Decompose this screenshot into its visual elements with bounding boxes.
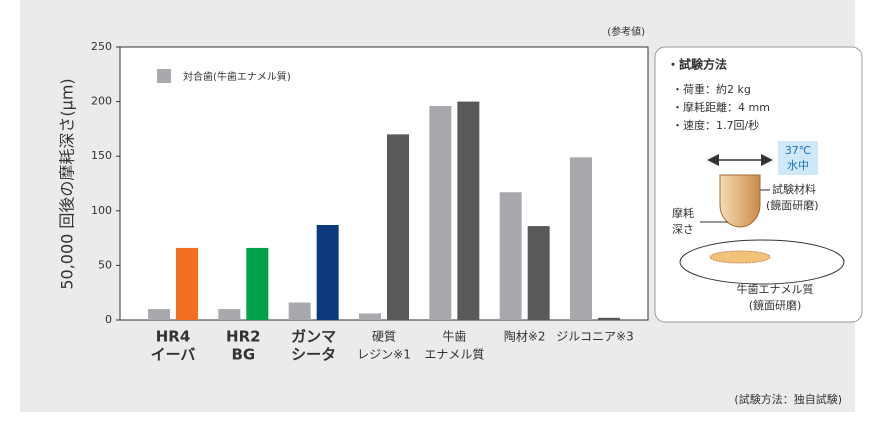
bar xyxy=(218,309,241,320)
footnote: (試験方法：独自試験) xyxy=(734,392,842,406)
bar xyxy=(148,309,170,320)
bar xyxy=(316,224,339,320)
x-tick-label: イーバ xyxy=(151,346,196,364)
bar xyxy=(288,302,311,320)
x-tick-label: シータ xyxy=(291,346,336,364)
test-panel: ・試験方法 ・荷重：約2 kg ・摩耗距離：4 mm ・速度：1.7回/秒 37… xyxy=(654,46,863,323)
x-tick-label: レジン※1 xyxy=(357,348,411,362)
y-tick-label: 250 xyxy=(91,40,112,53)
bar xyxy=(429,105,452,320)
panel-item: ・荷重：約2 kg xyxy=(672,82,751,96)
panel-title: ・試験方法 xyxy=(667,57,727,72)
condition-box xyxy=(778,141,818,175)
x-tick-label: エナメル質 xyxy=(424,347,484,362)
y-tick-label: 0 xyxy=(105,313,112,326)
condition: 水中 xyxy=(787,159,809,172)
y-tick-label: 150 xyxy=(91,149,112,162)
y-tick-label: 200 xyxy=(91,95,112,108)
enamel-disc xyxy=(679,239,845,285)
bar xyxy=(598,317,620,320)
bar xyxy=(457,101,480,320)
y-axis-label: 50,000 回後の摩耗深さ(μm) xyxy=(58,78,77,289)
panel-item: ・摩耗距離：4 mm xyxy=(672,100,770,114)
y-tick-label: 50 xyxy=(98,258,112,271)
x-tick-label: 陶材※2 xyxy=(504,329,546,344)
x-tick-label: ジルコニア※3 xyxy=(556,330,633,344)
enamel-label: 牛歯エナメル質 xyxy=(737,282,814,296)
enamel-label: (鏡面研磨) xyxy=(749,298,802,312)
depth-label: 摩耗 xyxy=(672,206,694,220)
panel-item: ・速度：1.7回/秒 xyxy=(672,118,759,132)
x-tick-label: HR4 xyxy=(156,328,191,346)
bar xyxy=(246,247,269,320)
bar xyxy=(570,157,592,320)
wear-track xyxy=(709,250,771,264)
y-tick-label: 100 xyxy=(91,204,112,217)
note: (参考値) xyxy=(607,25,645,38)
x-tick-label: 牛歯 xyxy=(442,329,466,344)
bar xyxy=(176,247,198,320)
x-tick-label: ガンマ xyxy=(291,328,336,346)
condition: 37℃ xyxy=(785,144,811,157)
bar xyxy=(527,226,550,320)
bar xyxy=(499,192,522,320)
legend-swatch xyxy=(157,69,171,83)
specimen xyxy=(719,174,761,228)
bar xyxy=(359,313,381,320)
material-label: (鏡面研磨) xyxy=(766,198,819,212)
legend-label: 対合歯(牛歯エナメル質) xyxy=(183,70,291,83)
bar xyxy=(387,134,409,320)
depth-label: 深さ xyxy=(672,223,694,236)
plot-area xyxy=(119,46,649,321)
x-tick-label: 硬質 xyxy=(372,329,396,344)
x-tick-label: HR2 xyxy=(226,328,261,346)
material-label: 試験材料 xyxy=(772,182,816,196)
x-tick-label: BG xyxy=(231,346,255,364)
